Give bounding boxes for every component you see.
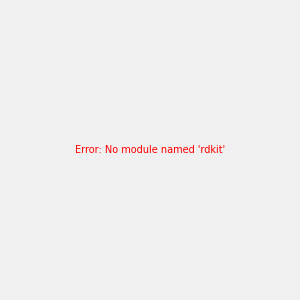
Text: Error: No module named 'rdkit': Error: No module named 'rdkit' bbox=[75, 145, 225, 155]
